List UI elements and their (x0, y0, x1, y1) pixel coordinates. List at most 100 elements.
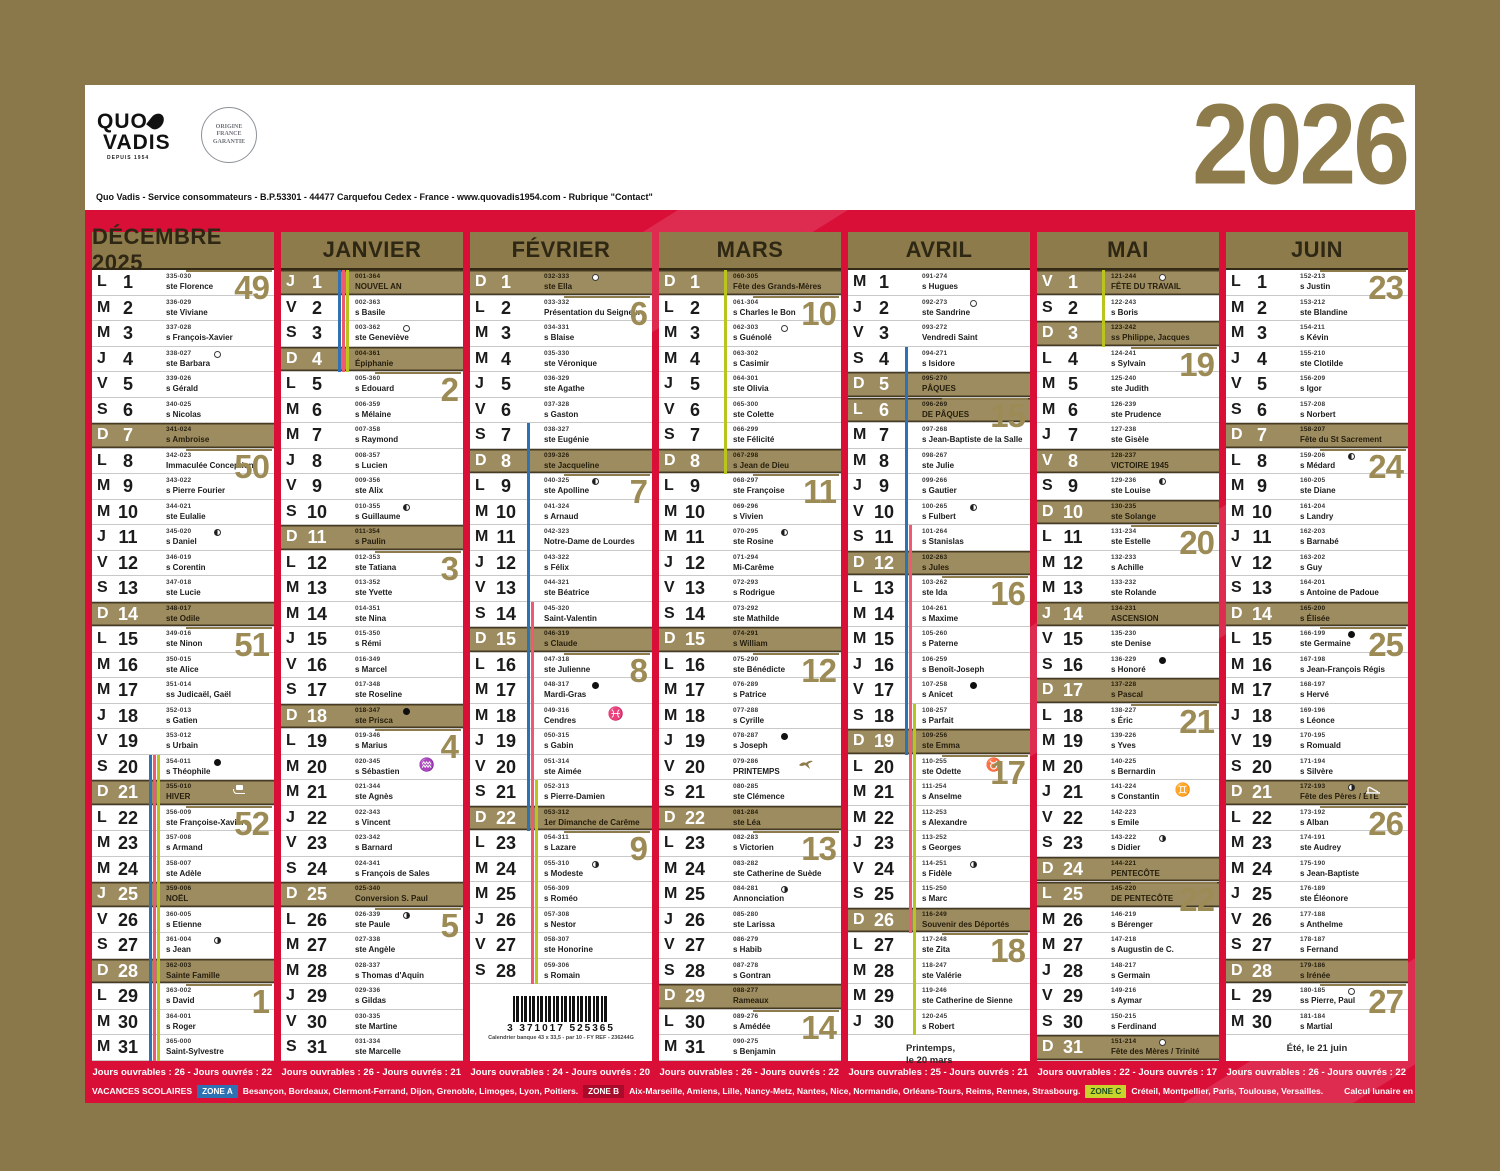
day-letter: M (97, 1038, 111, 1055)
day-letter: V (1231, 553, 1242, 571)
day-row: D 12 102-263 s Jules (848, 550, 1030, 576)
day-label: s Achille (1111, 562, 1144, 572)
day-label: s Emile (1111, 817, 1140, 827)
zone-a-stripe (149, 882, 152, 908)
zone-c-stripe (1102, 321, 1105, 347)
day-number: 26 (1062, 909, 1084, 930)
day-number: 21 (117, 782, 139, 802)
day-label: ste Véronique (544, 358, 597, 368)
day-number: 14 (684, 603, 706, 624)
week-rule (753, 474, 839, 476)
day-code: 167-198 (1300, 655, 1326, 663)
day-code: 099-266 (922, 477, 948, 484)
day-code: 084-281 (733, 885, 759, 892)
day-number: 14 (873, 603, 895, 624)
day-code: 357-008 (166, 834, 192, 841)
day-number: 25 (684, 884, 706, 904)
month-card: FÉVRIER D 1 032-333 ste Ella L 2 033-332 Présent… (470, 232, 652, 1061)
day-number: 25 (1062, 884, 1084, 904)
day-code: 054-311 (544, 834, 569, 841)
day-letter: J (97, 706, 106, 724)
day-row: S 31 031-334 ste Marcelle (281, 1035, 463, 1061)
day-letter: V (475, 757, 486, 775)
day-code: 126-239 (1111, 400, 1137, 408)
day-number: 8 (1256, 450, 1267, 471)
day-label: ste Roseline (355, 690, 403, 699)
day-label: s Etienne (166, 919, 202, 929)
zone-b-stripe (531, 703, 534, 729)
day-label: ste Rolande (1111, 588, 1157, 597)
day-number: 4 (1256, 348, 1267, 369)
day-number: 12 (1062, 552, 1084, 573)
day-row: V 13 044-321 ste Béatrice (470, 576, 652, 602)
day-row: D 5 095-270 PÂQUES (848, 372, 1030, 398)
month-header: MAI (1037, 232, 1219, 270)
day-code: 080-285 (733, 783, 759, 790)
day-number: 8 (122, 450, 133, 471)
day-letter: M (1042, 936, 1056, 953)
day-letter: L (664, 298, 674, 316)
day-row: M 28 118-247 ste Valérie (848, 958, 1030, 984)
workdays-summary: Jours ouvrables : 25 - Jours ouvrés : 21 (848, 1066, 1028, 1078)
zone-b-stripe (909, 882, 912, 908)
day-code: 039-326 (544, 451, 570, 459)
day-code: 355-010 (166, 783, 192, 790)
day-letter: M (475, 706, 489, 724)
day-number: 12 (684, 552, 706, 573)
day-code: 354-011 (166, 757, 191, 765)
day-letter: S (286, 1038, 297, 1055)
day-row: J 12 043-322 s Félix (470, 550, 652, 576)
zone-c-stripe (724, 397, 727, 423)
day-letter: M (286, 400, 300, 418)
day-row: J 21 141-224 s Constantin ♊ (1037, 780, 1219, 806)
day-label: s Anthelme (1300, 919, 1343, 929)
day-letter: D (664, 273, 676, 290)
day-number: 13 (1062, 578, 1084, 598)
day-number: 4 (500, 348, 511, 369)
zone-a-stripe (905, 678, 908, 704)
day-letter: D (853, 732, 865, 749)
day-row: D 21 172-193 Fête des Pères / ÉTÉ (1226, 780, 1408, 806)
zone-a-stripe (527, 601, 530, 627)
day-number: 24 (684, 858, 706, 879)
day-letter: J (853, 477, 862, 494)
day-row: M 13 133-232 ste Rolande (1037, 576, 1219, 602)
day-code: 025-340 (355, 885, 381, 892)
day-row: S 10 010-355 s Guillaume (281, 500, 463, 525)
day-label: s Landry (1300, 511, 1334, 521)
zone-c-stripe (1102, 295, 1105, 321)
day-code: 115-250 (922, 885, 947, 892)
day-number: 18 (306, 705, 328, 726)
day-label: DE PENTECÔTE (1111, 894, 1174, 903)
day-number: 15 (117, 629, 139, 649)
day-letter: D (1231, 783, 1243, 800)
day-code: 124-241 (1111, 349, 1137, 357)
day-label: s François de Sales (355, 868, 430, 878)
day-row: J 11 162-203 s Barnabé (1226, 525, 1408, 551)
day-number: 29 (1062, 986, 1084, 1006)
day-number: 26 (306, 909, 328, 930)
day-letter: S (97, 579, 108, 596)
day-code: 077-288 (733, 706, 759, 714)
day-label: ste Zita (922, 945, 951, 954)
day-label: s Maxime (922, 613, 959, 623)
day-letter: J (1231, 528, 1240, 545)
day-row: M 17 048-317 Mardi-Gras (470, 678, 652, 704)
header: QUO VADIS DEPUIS 1954 ORIGINE FRANCE GAR… (85, 85, 1415, 210)
zone-a-stripe (338, 346, 341, 372)
day-code: 070-295 (733, 528, 759, 535)
day-row: D 26 116-249 Souvenir des Déportés (848, 907, 1030, 933)
day-label: s Gildas (355, 996, 387, 1005)
day-row: L 22 173-192 s Alban 26 (1226, 805, 1408, 840)
day-number: 27 (117, 935, 139, 955)
day-label: s Élisée (1300, 613, 1330, 623)
day-label: s Aymar (1111, 996, 1142, 1005)
day-label: s Raymond (355, 435, 399, 444)
day-number: 22 (495, 807, 517, 828)
day-number: 1 (500, 272, 511, 292)
day-number: 5 (500, 374, 511, 394)
day-number: 3 (1067, 323, 1078, 343)
day-letter: L (853, 757, 863, 775)
day-letter: M (1231, 298, 1245, 316)
day-code: 067-298 (733, 451, 759, 459)
